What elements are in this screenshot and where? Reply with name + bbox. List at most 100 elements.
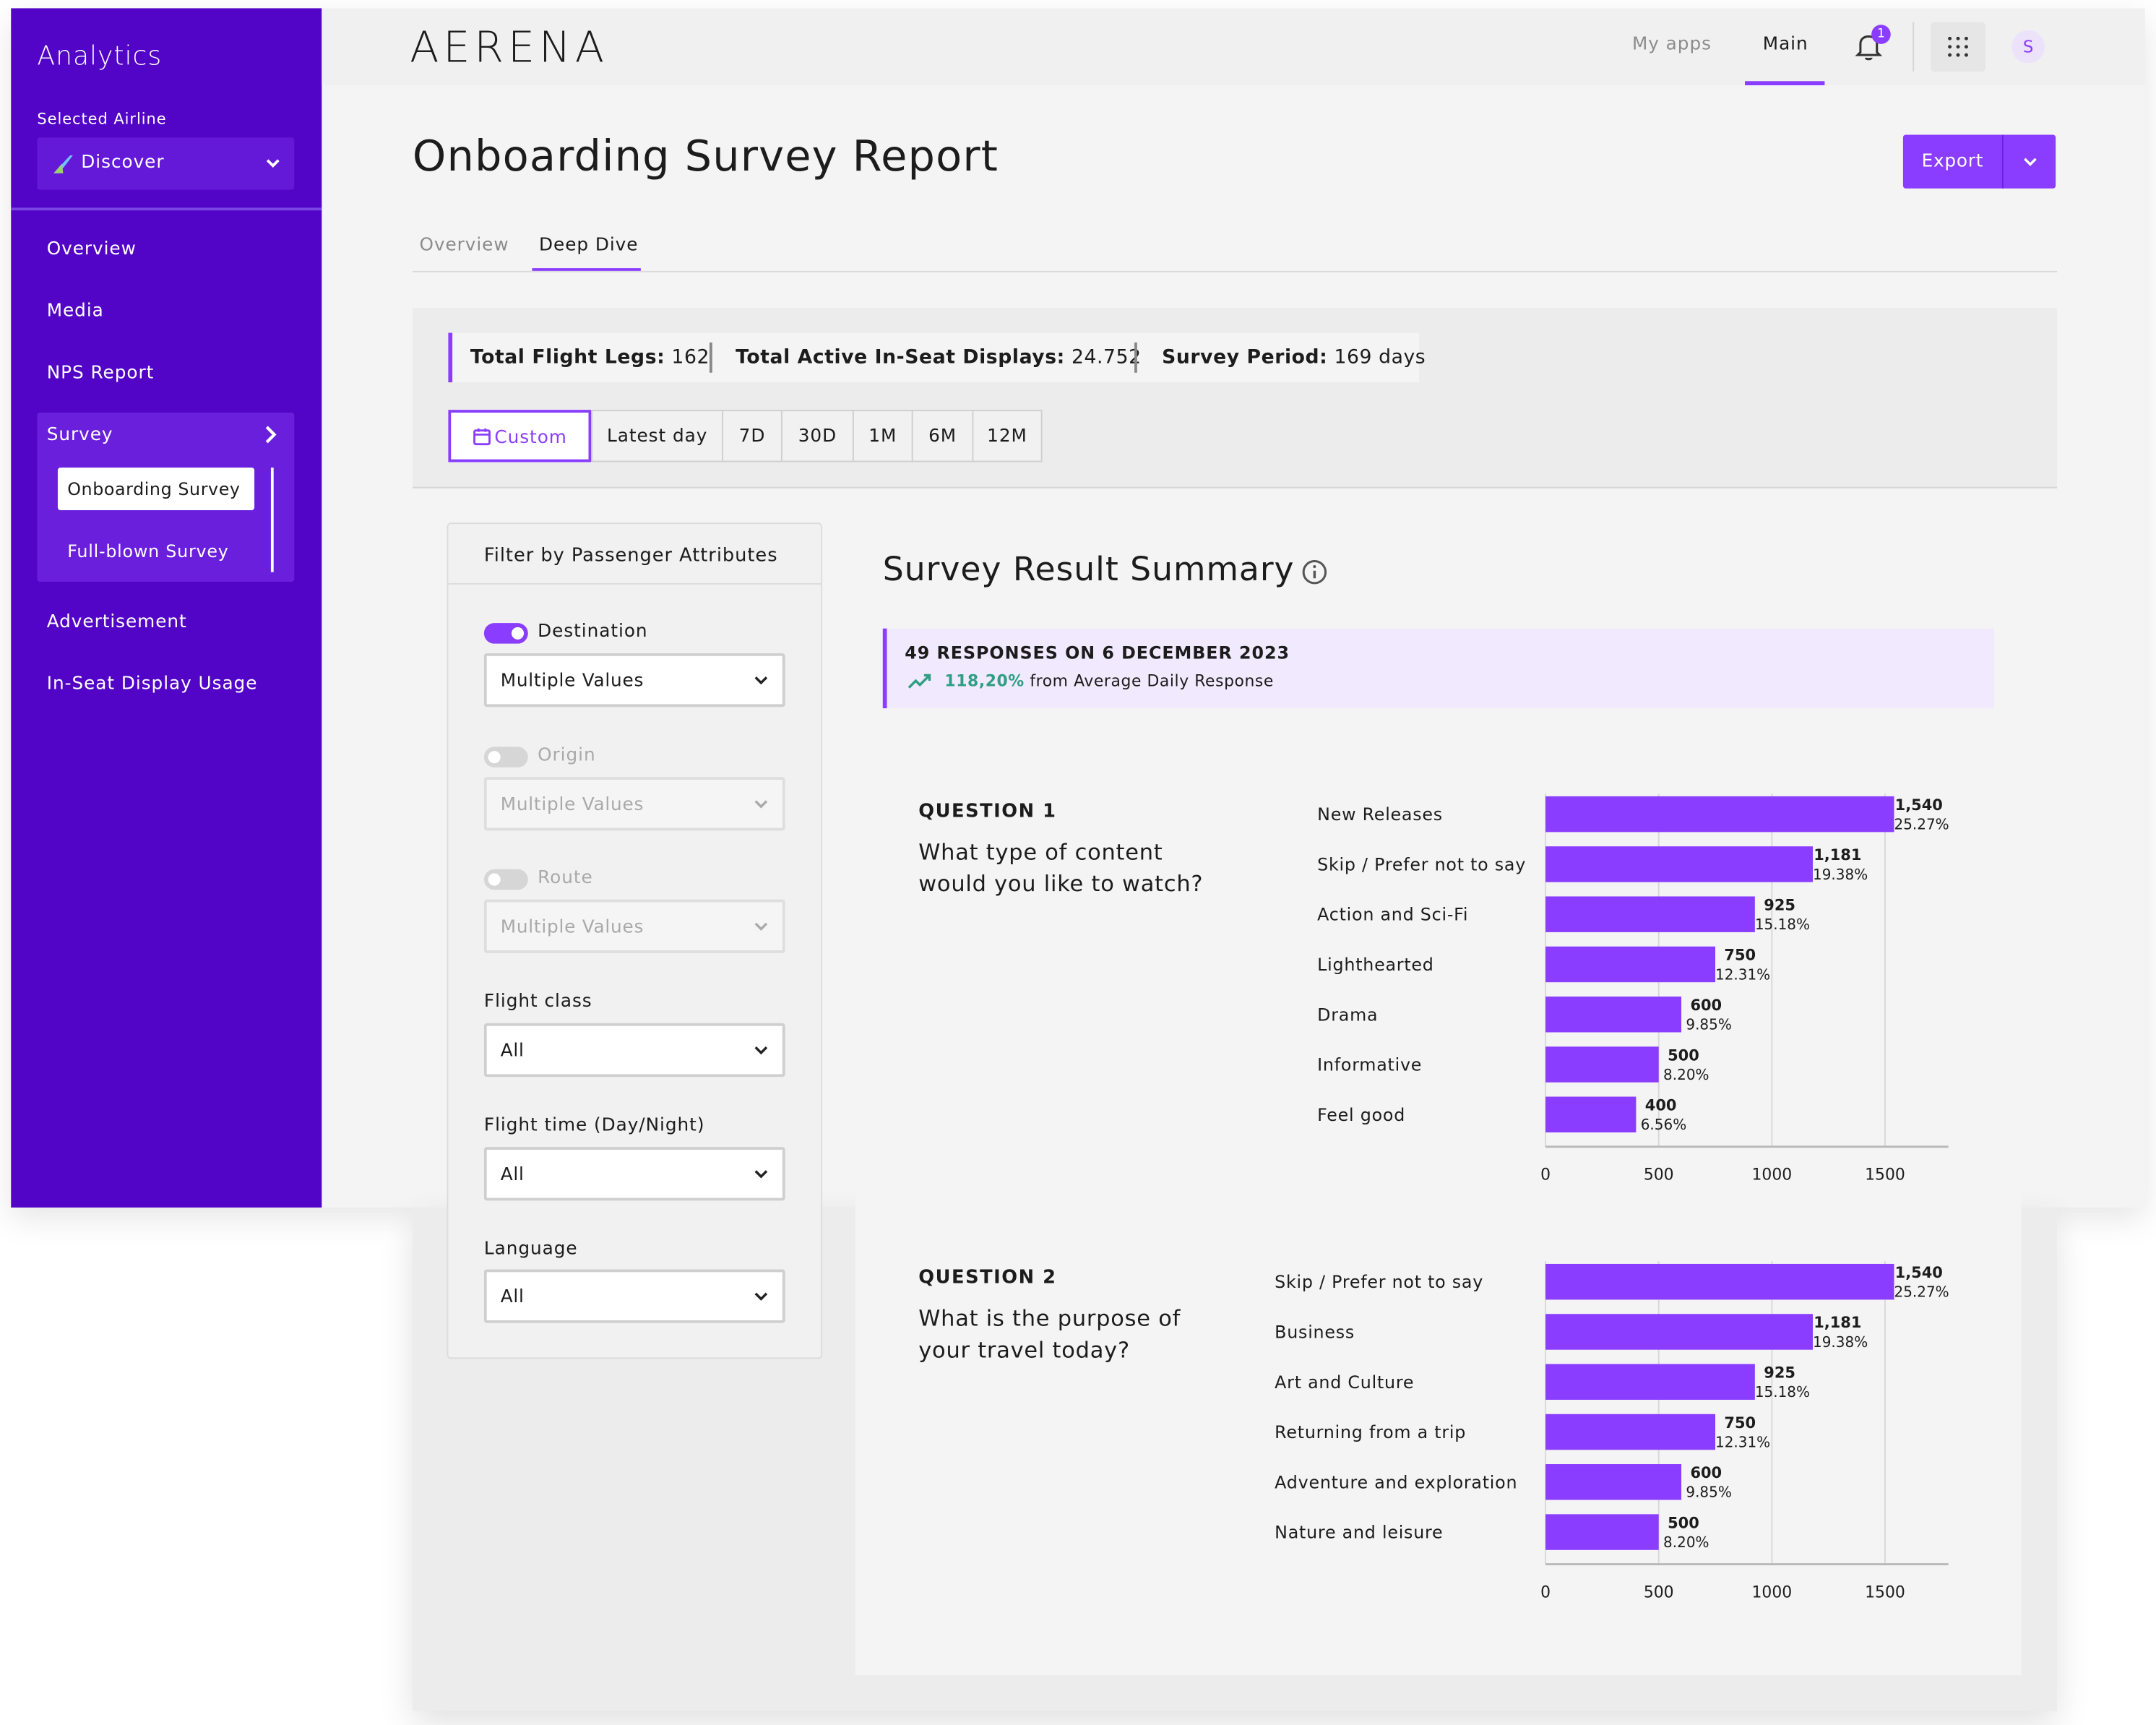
topbar-divider xyxy=(1913,22,1915,72)
chevron-down-icon xyxy=(2024,158,2037,166)
question-1-label: QUESTION 1 xyxy=(918,800,1057,823)
flight-time-label: Flight time (Day/Night) xyxy=(483,1115,705,1136)
x-tick-label: 500 xyxy=(1644,1166,1674,1184)
time-filter-12m[interactable]: 12M xyxy=(972,410,1043,463)
info-icon[interactable] xyxy=(1301,559,1328,586)
sidebar-item-overview[interactable]: Overview xyxy=(46,239,137,260)
sidebar-item-survey[interactable]: Survey xyxy=(46,425,113,446)
export-menu-button[interactable] xyxy=(2004,135,2056,189)
percent-label: 19.38% xyxy=(1813,1333,1868,1351)
sidebar-survey-group: Survey Onboarding Survey Full-blown Surv… xyxy=(37,412,295,582)
x-tick-label: 1000 xyxy=(1752,1166,1793,1184)
select-value: Multiple Values xyxy=(500,917,644,938)
category-label: Action and Sci-Fi xyxy=(1317,905,1468,925)
tab-active-underline xyxy=(532,268,641,271)
route-label: Route xyxy=(538,867,593,889)
x-tick-label: 1000 xyxy=(1752,1583,1793,1601)
select-value: All xyxy=(500,1287,525,1308)
passenger-filter-panel: Filter by Passenger Attributes Destinati… xyxy=(447,522,823,1359)
time-filter-7d[interactable]: 7D xyxy=(722,410,782,463)
flight-class-select[interactable]: All xyxy=(483,1023,785,1077)
select-value: Multiple Values xyxy=(500,794,644,816)
chevron-down-icon xyxy=(754,1292,768,1301)
percent-label: 25.27% xyxy=(1894,1283,1949,1301)
response-change: 118,20% from Average Daily Response xyxy=(944,671,1274,691)
bar xyxy=(1545,1046,1659,1083)
value-label: 925 xyxy=(1764,1364,1795,1382)
tab-overview[interactable]: Overview xyxy=(419,235,509,256)
language-label: Language xyxy=(483,1239,578,1260)
stat-survey-period: Survey Period: 169 days xyxy=(1162,347,1426,369)
brand-logo: AERENA xyxy=(410,23,608,73)
export-button-group: Export xyxy=(1902,134,2056,189)
select-value: Multiple Values xyxy=(500,671,644,692)
origin-toggle[interactable] xyxy=(483,747,528,767)
value-label: 750 xyxy=(1724,1414,1756,1432)
sidebar-item-advertisement[interactable]: Advertisement xyxy=(46,611,187,633)
sidebar-divider xyxy=(11,207,322,211)
response-change-value: 118,20% xyxy=(944,671,1025,691)
percent-label: 15.18% xyxy=(1755,916,1810,933)
chevron-down-icon xyxy=(754,676,768,685)
sidebar-sub-full-blown-survey[interactable]: Full-blown Survey xyxy=(67,540,229,562)
category-label: Nature and leisure xyxy=(1275,1523,1443,1543)
bar xyxy=(1545,846,1814,882)
category-label: Adventure and exploration xyxy=(1275,1472,1517,1492)
origin-select[interactable]: Multiple Values xyxy=(483,777,785,831)
percent-label: 12.31% xyxy=(1715,965,1770,983)
time-filter-latest-day[interactable]: Latest day xyxy=(591,410,724,463)
sidebar-item-media[interactable]: Media xyxy=(46,301,104,322)
export-divider xyxy=(2001,134,2004,189)
grid-icon xyxy=(1948,36,1968,57)
category-label: Drama xyxy=(1317,1005,1378,1025)
bell-icon[interactable] xyxy=(1855,32,1883,62)
destination-toggle[interactable] xyxy=(483,623,528,644)
bar xyxy=(1545,1414,1716,1450)
value-label: 1,181 xyxy=(1814,1314,1861,1331)
x-tick-label: 500 xyxy=(1644,1583,1674,1601)
stat-divider xyxy=(1134,342,1137,373)
destination-select[interactable]: Multiple Values xyxy=(483,653,785,707)
value-label: 600 xyxy=(1690,997,1722,1014)
stat-value: 169 days xyxy=(1334,346,1426,369)
value-label: 750 xyxy=(1724,947,1756,964)
time-filter-6m[interactable]: 6M xyxy=(911,410,974,463)
chevron-down-icon xyxy=(754,1170,768,1179)
calendar-icon xyxy=(473,428,491,446)
category-label: Skip / Prefer not to say xyxy=(1275,1272,1483,1292)
avatar[interactable]: S xyxy=(2011,30,2045,64)
question-2-text: What is the purpose of your travel today… xyxy=(918,1305,1181,1363)
route-select[interactable]: Multiple Values xyxy=(483,899,785,953)
export-button[interactable]: Export xyxy=(1921,151,1984,172)
sidebar-item-nps-report[interactable]: NPS Report xyxy=(46,363,155,384)
language-select[interactable]: All xyxy=(483,1269,785,1323)
airline-selector[interactable]: Discover xyxy=(37,137,295,190)
flight-class-label: Flight class xyxy=(483,991,592,1012)
percent-label: 9.85% xyxy=(1686,1484,1731,1501)
time-filter-1m[interactable]: 1M xyxy=(852,410,913,463)
value-label: 500 xyxy=(1668,1046,1699,1064)
responses-heading: 49 RESPONSES ON 6 DECEMBER 2023 xyxy=(905,642,1290,663)
stat-total-flight-legs: Total Flight Legs: 162 xyxy=(470,347,710,369)
nav-main[interactable]: Main xyxy=(1762,34,1808,56)
tab-deep-dive[interactable]: Deep Dive xyxy=(539,235,639,256)
sidebar: Analytics Selected Airline Discover Over… xyxy=(11,8,322,1208)
category-label: New Releases xyxy=(1317,804,1443,825)
nav-my-apps[interactable]: My apps xyxy=(1631,34,1712,56)
category-label: Informative xyxy=(1317,1055,1422,1075)
flight-time-select[interactable]: All xyxy=(483,1147,785,1201)
percent-label: 15.18% xyxy=(1755,1383,1810,1401)
percent-label: 8.20% xyxy=(1663,1533,1709,1551)
time-filter-custom[interactable]: Custom xyxy=(448,410,592,463)
category-label: Skip / Prefer not to say xyxy=(1317,854,1526,874)
app-grid-button[interactable] xyxy=(1930,22,1986,72)
select-value: All xyxy=(500,1164,525,1186)
route-toggle[interactable] xyxy=(483,869,528,890)
x-tick-label: 1500 xyxy=(1865,1583,1905,1601)
sidebar-item-in-seat-display-usage[interactable]: In-Seat Display Usage xyxy=(46,674,258,695)
time-filter-30d[interactable]: 30D xyxy=(780,410,854,463)
value-label: 400 xyxy=(1645,1097,1677,1114)
sidebar-sub-onboarding-survey[interactable]: Onboarding Survey xyxy=(57,468,255,511)
bar xyxy=(1545,1514,1659,1550)
chevron-right-icon[interactable] xyxy=(264,425,277,444)
